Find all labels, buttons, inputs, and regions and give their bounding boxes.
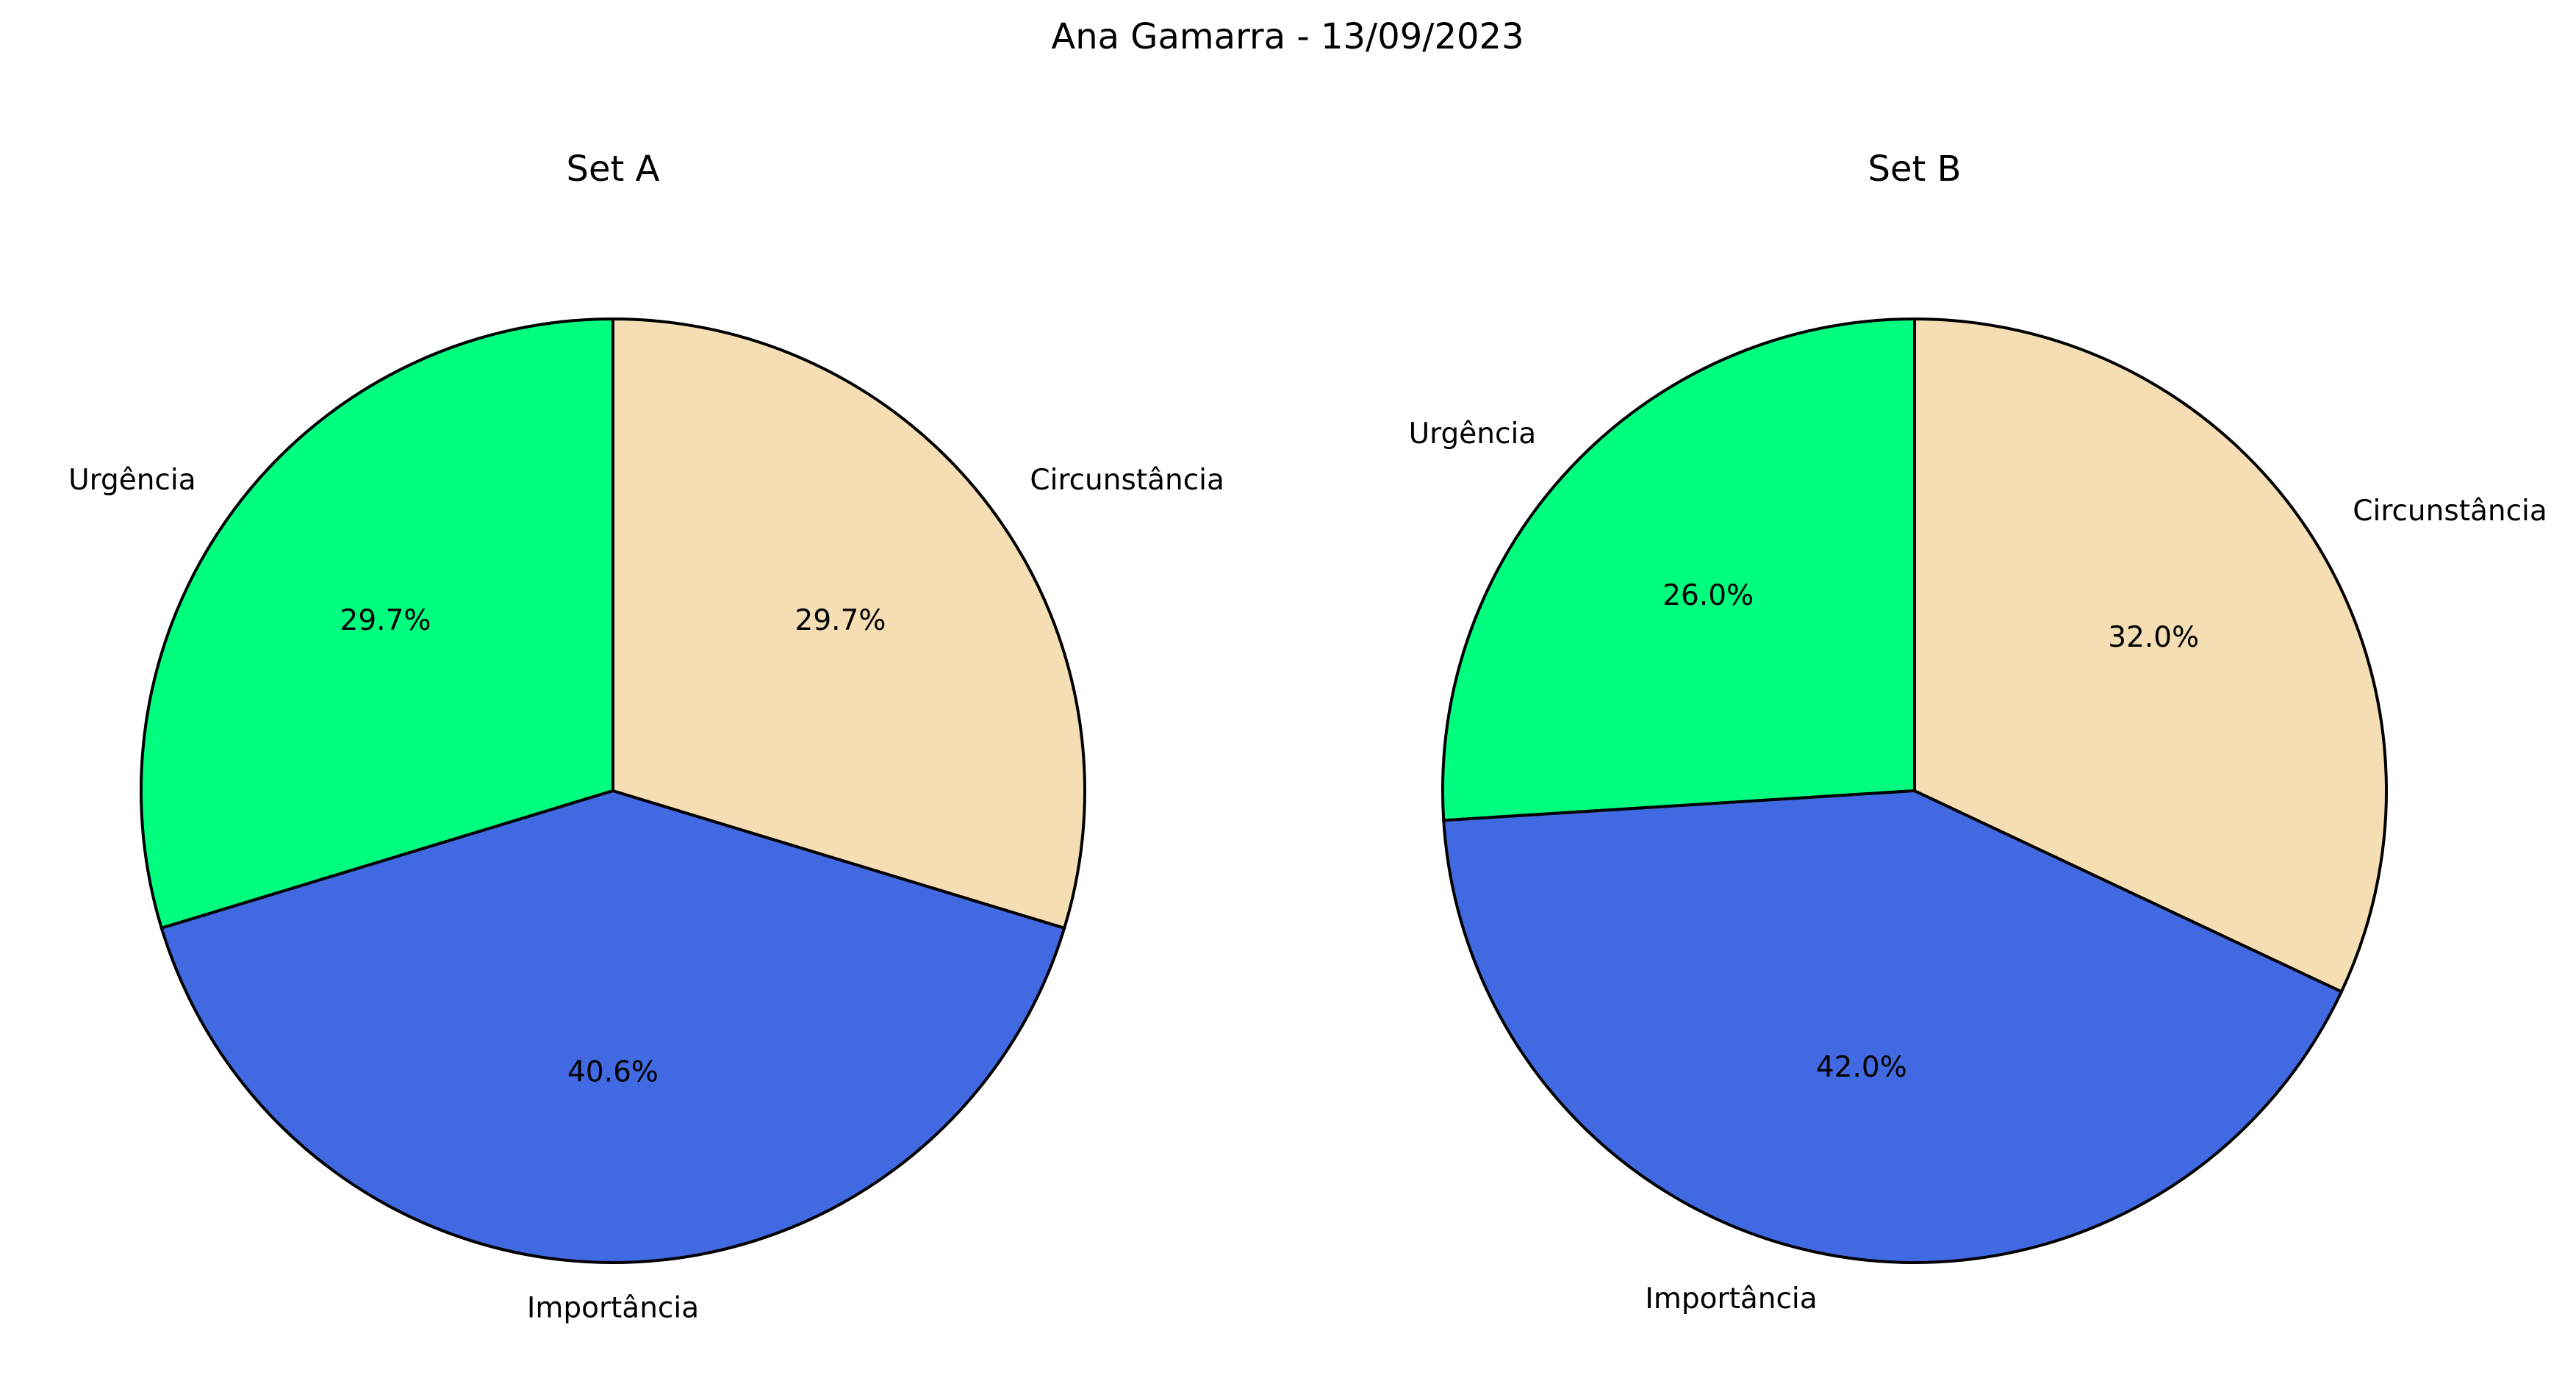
slice-percent-urgencia-set-a: 29.7%: [340, 604, 431, 637]
figure-title: Ana Gamarra - 13/09/2023: [1051, 16, 1524, 57]
slice-label-importancia-set-b: Importância: [1645, 1282, 1817, 1315]
slice-percent-importancia-set-b: 42.0%: [1816, 1051, 1907, 1084]
pie-slice-circunstancia-set-a: [611, 317, 1087, 930]
slice-label-circunstancia-set-b: Circunstância: [2353, 495, 2547, 528]
pie-chart-set-a: Set A Urgência 29.7% Importância 40.6% Circu…: [68, 148, 1224, 1325]
slice-label-circunstancia-set-a: Circunstância: [1030, 464, 1224, 497]
pie-wedges-set-b: [1441, 317, 2388, 1264]
pie-labels-set-a: Urgência 29.7% Importância 40.6% Circunstânc…: [68, 464, 1224, 1325]
pie-chart-set-b: Set B Urgência 26.0% Importância 42.0% Circu…: [1409, 148, 2547, 1315]
slice-label-urgencia-set-a: Urgência: [68, 464, 196, 497]
pie-labels-set-b: Urgência 26.0% Importância 42.0% Circunstânc…: [1409, 417, 2547, 1315]
pie-title-set-a: Set A: [567, 148, 660, 190]
slice-label-urgencia-set-b: Urgência: [1409, 417, 1537, 450]
pie-slice-circunstancia-set-b: [1913, 317, 2388, 994]
slice-percent-circunstancia-set-a: 29.7%: [795, 604, 886, 637]
pie-slice-importancia-set-b: [1442, 789, 2344, 1264]
pie-slice-urgencia-set-a: [139, 317, 614, 930]
slice-percent-urgencia-set-b: 26.0%: [1662, 579, 1754, 612]
pie-slice-urgencia-set-b: [1441, 317, 1916, 822]
pie-title-set-b: Set B: [1868, 148, 1961, 190]
slice-label-importancia-set-a: Importância: [527, 1292, 699, 1325]
slice-percent-importancia-set-a: 40.6%: [567, 1056, 659, 1089]
pie-slice-importancia-set-a: [159, 789, 1066, 1265]
pie-wedges-set-a: [139, 317, 1087, 1265]
slice-percent-circunstancia-set-b: 32.0%: [2108, 621, 2199, 654]
